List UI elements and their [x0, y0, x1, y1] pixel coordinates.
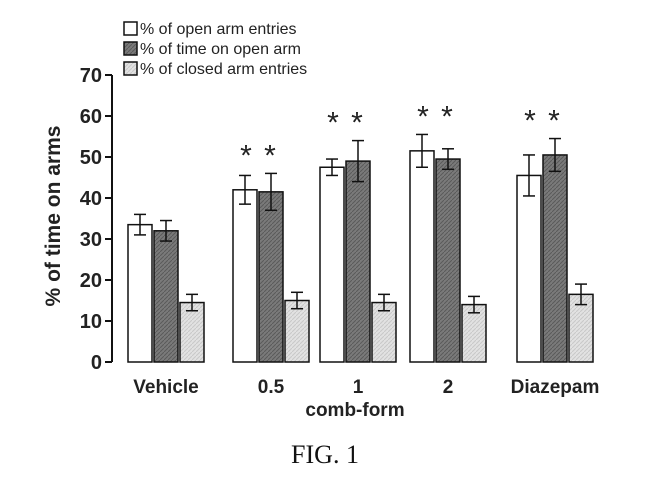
- y-tick-label: 20: [80, 270, 102, 292]
- y-tick-label: 0: [91, 352, 102, 374]
- bar: [516, 174, 542, 363]
- labels: 0 10 20 30 40 50 60 70 Vehicle * * 0.5 * * 1 * * 2 * * D…: [80, 65, 600, 398]
- bar: [258, 191, 284, 363]
- bar: [179, 301, 205, 363]
- legend: % of open arm entries % of time on open a…: [123, 21, 307, 78]
- legend-label: % of time on open arm: [140, 41, 301, 58]
- bar: [371, 301, 397, 363]
- axes: [105, 74, 113, 363]
- significance-marker: * *: [417, 100, 455, 133]
- bar: [542, 154, 568, 363]
- x-tick-label: 1: [353, 377, 364, 398]
- y-axis-title: % of time on arms: [42, 126, 65, 307]
- bar: [568, 293, 594, 363]
- bar: [232, 189, 258, 363]
- x-axis-title: comb-form: [305, 400, 404, 421]
- bar-chart: 0 10 20 30 40 50 60 70 Vehicle * * 0.5 * * 1 * * 2 * * D…: [42, 21, 600, 421]
- y-tick-label: 30: [80, 229, 102, 251]
- x-tick-label: Diazepam: [511, 377, 600, 398]
- y-tick-label: 60: [80, 106, 102, 128]
- y-tick-label: 70: [80, 65, 102, 87]
- y-tick-label: 50: [80, 147, 102, 169]
- bars: [127, 133, 594, 363]
- significance-marker: * *: [524, 105, 562, 138]
- legend-swatch: [123, 21, 138, 36]
- bar: [461, 303, 487, 363]
- figure-caption: FIG. 1: [291, 440, 359, 469]
- x-tick-label: 2: [443, 377, 454, 398]
- x-tick-label: Vehicle: [133, 377, 199, 398]
- y-tick-label: 40: [80, 188, 102, 210]
- y-tick-label: 10: [80, 311, 102, 333]
- significance-marker: * *: [327, 107, 365, 140]
- legend-label: % of closed arm entries: [140, 61, 307, 78]
- x-tick-label: 0.5: [258, 377, 285, 398]
- bar: [319, 166, 345, 363]
- bar: [409, 150, 435, 363]
- bar: [127, 223, 153, 363]
- legend-swatch: [123, 41, 138, 56]
- bar: [345, 160, 371, 363]
- bar: [435, 158, 461, 363]
- legend-swatch: [123, 61, 138, 76]
- bar: [153, 230, 179, 363]
- legend-label: % of open arm entries: [140, 21, 297, 38]
- bar: [284, 299, 310, 363]
- significance-marker: * *: [240, 139, 278, 172]
